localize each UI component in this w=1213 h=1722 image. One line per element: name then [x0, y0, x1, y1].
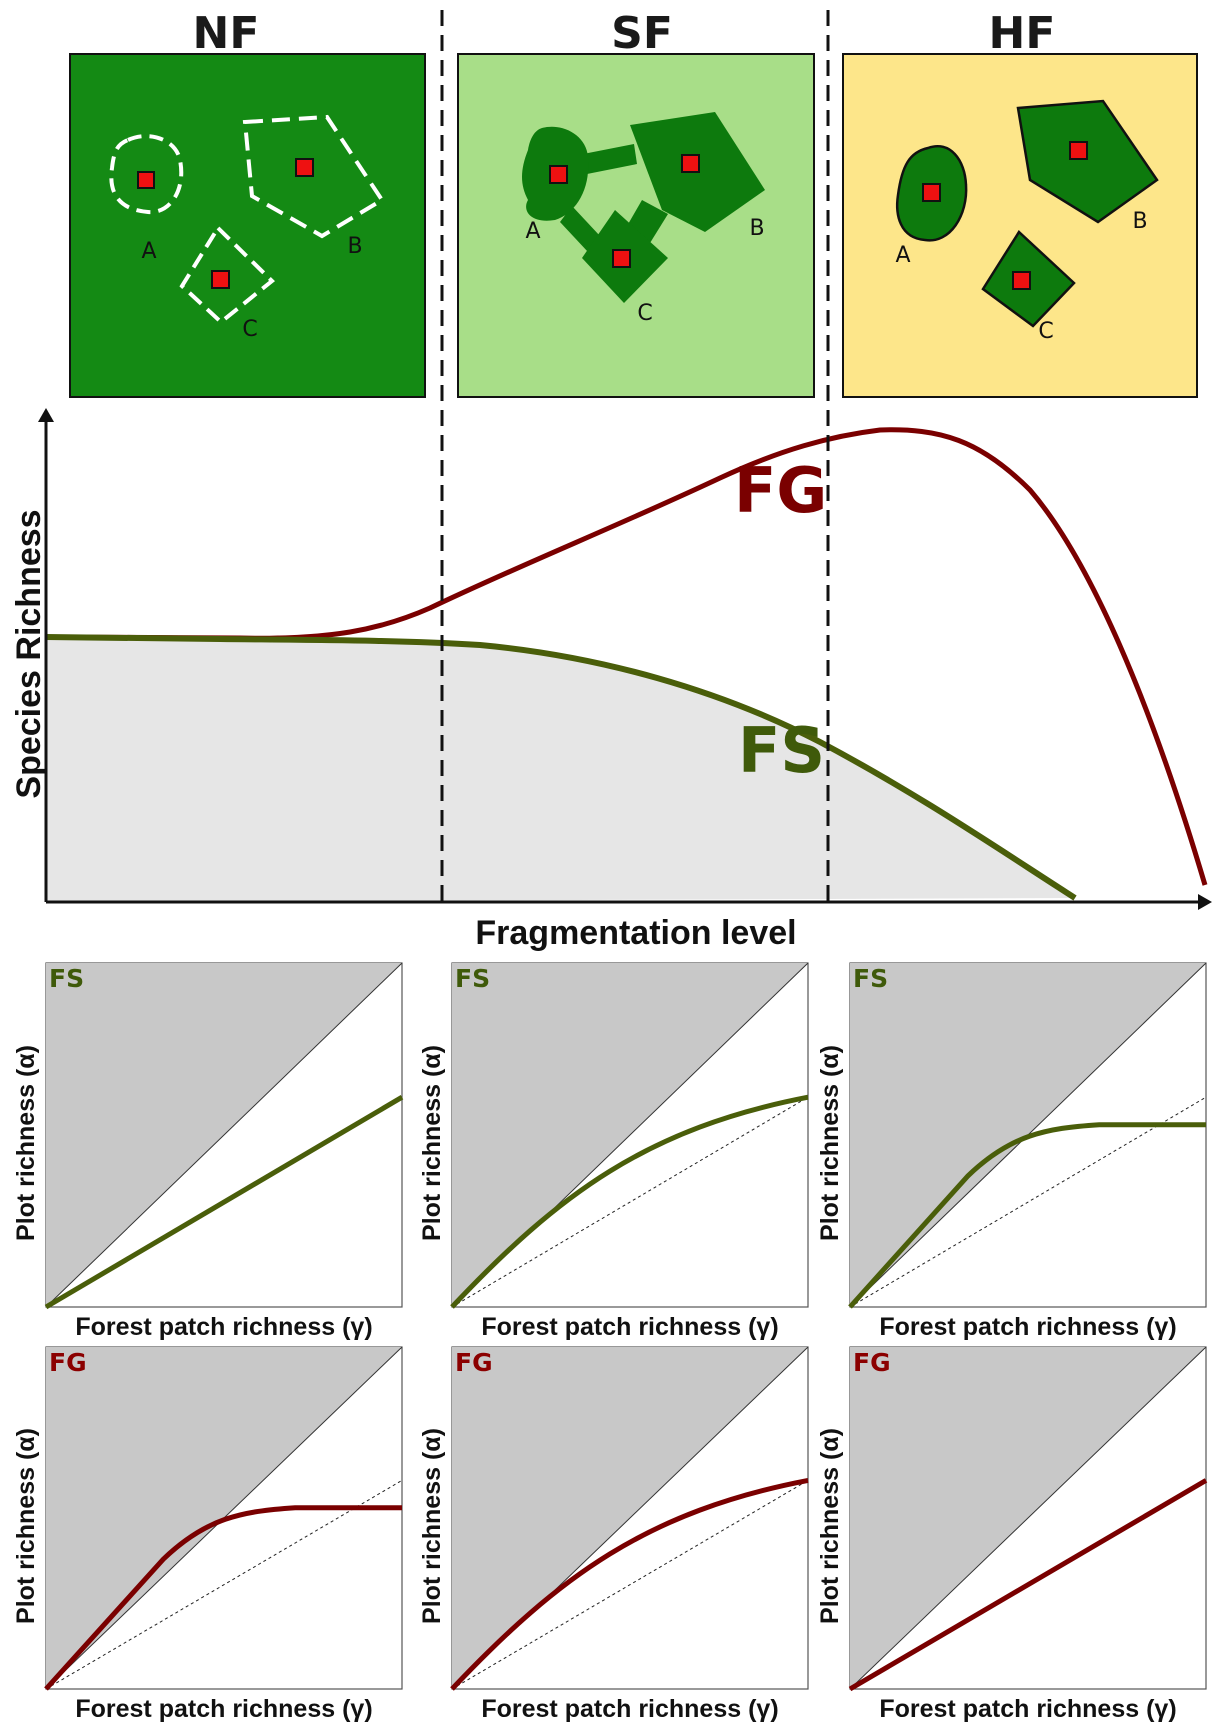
fs-label: FS — [738, 714, 825, 787]
y-axis-label: Plot richness (α) — [12, 1428, 40, 1624]
reference-line — [451, 1479, 809, 1690]
patch-b: B — [630, 112, 765, 241]
patch-b: B — [1016, 99, 1159, 234]
patch-a: A — [109, 134, 184, 264]
patch-c-label: C — [242, 317, 257, 342]
reference-line — [45, 1479, 403, 1690]
y-axis-label: Plot richness (α) — [816, 1428, 844, 1624]
panel-sf-title: SF — [611, 8, 673, 59]
plot-marker — [1012, 271, 1031, 290]
x-axis-arrow — [1198, 894, 1212, 910]
plot-marker — [612, 249, 631, 268]
plot-marker — [211, 270, 230, 289]
patch-a-label: A — [525, 219, 540, 244]
panel-tag: FS — [853, 964, 888, 993]
fs-curve — [44, 1095, 404, 1310]
panel-tag: FS — [49, 964, 84, 993]
x-axis-label: Forest patch richness (γ) — [481, 1695, 778, 1722]
plot-marker — [295, 158, 314, 177]
identity-line — [45, 962, 403, 1308]
y-axis-label: Plot richness (α) — [816, 1045, 844, 1241]
fs-curve — [450, 1094, 809, 1309]
x-axis-label: Forest patch richness (γ) — [481, 1313, 778, 1341]
x-axis-label: Fragmentation level — [475, 914, 796, 952]
x-axis-label: Forest patch richness (γ) — [879, 1695, 1176, 1722]
y-axis-arrow — [38, 408, 54, 422]
y-axis-label: Plot richness (α) — [12, 1045, 40, 1241]
panel-nf-landscape — [69, 53, 426, 398]
patch-c: C — [582, 210, 668, 326]
fg-curve — [450, 1477, 809, 1691]
fs-curve — [45, 634, 1077, 901]
patch-a-label: A — [141, 239, 156, 264]
small-panel-6: FG Forest patch richness (γ) Plot richness… — [816, 1346, 1208, 1722]
x-axis-label: Forest patch richness (γ) — [75, 1695, 372, 1722]
plot-marker — [922, 183, 941, 202]
small-panel-1: FS Forest patch richness (γ) Plot richness… — [12, 962, 404, 1341]
reference-line — [451, 1096, 809, 1308]
panel-tag: FG — [49, 1348, 87, 1377]
plot-marker — [549, 165, 568, 184]
fg-curve — [848, 1478, 1208, 1692]
patch-c-label: C — [1038, 319, 1053, 344]
patch-c-label: C — [637, 301, 652, 326]
small-panels: FS Forest patch richness (γ) Plot richness… — [12, 962, 1208, 1722]
plot-marker — [1069, 141, 1088, 160]
y-axis-label: Plot richness (α) — [418, 1428, 446, 1624]
plot-marker — [137, 171, 155, 189]
identity-line — [849, 1346, 1207, 1690]
reference-line — [849, 1096, 1207, 1308]
fs-curve — [848, 1122, 1206, 1309]
small-panel-3: FS Forest patch richness (γ) Plot richness… — [816, 962, 1207, 1341]
panel-tag: FG — [853, 1348, 891, 1377]
panel-hf: HF A B C — [842, 8, 1198, 398]
patch-b: B — [242, 114, 385, 259]
y-axis-label: Species Richness — [10, 509, 48, 798]
main-chart: FG FS Fragmentation level Species Richne… — [10, 10, 1212, 952]
fs-area — [46, 637, 1075, 902]
small-panel-5: FG Forest patch richness (γ) Plot richness… — [418, 1346, 809, 1722]
panel-nf-title: NF — [193, 8, 260, 59]
small-panel-4: FG Forest patch richness (γ) Plot richness… — [12, 1346, 403, 1722]
fg-curve — [44, 1505, 402, 1691]
panel-tag: FG — [455, 1348, 493, 1377]
patch-a-label: A — [895, 243, 910, 268]
patch-b-label: B — [749, 216, 764, 241]
y-axis-label: Plot richness (α) — [418, 1045, 446, 1241]
patch-b-label: B — [347, 234, 362, 259]
patch-c: C — [981, 230, 1076, 344]
fg-curve — [45, 427, 1208, 886]
x-axis-label: Forest patch richness (γ) — [75, 1313, 372, 1341]
patch-a: A — [522, 126, 589, 244]
plot-marker — [681, 154, 700, 173]
patch-c: C — [179, 224, 276, 342]
panel-hf-title: HF — [989, 8, 1056, 59]
x-axis-label: Forest patch richness (γ) — [879, 1313, 1176, 1341]
panel-tag: FS — [455, 964, 490, 993]
patch-b-label: B — [1132, 209, 1147, 234]
small-panel-2: FS Forest patch richness (γ) Plot richness… — [418, 962, 809, 1341]
panel-nf: NF A B C — [69, 8, 426, 398]
panel-sf: SF A B C — [457, 8, 815, 398]
fg-label: FG — [734, 454, 827, 527]
patch-a: A — [895, 145, 968, 268]
